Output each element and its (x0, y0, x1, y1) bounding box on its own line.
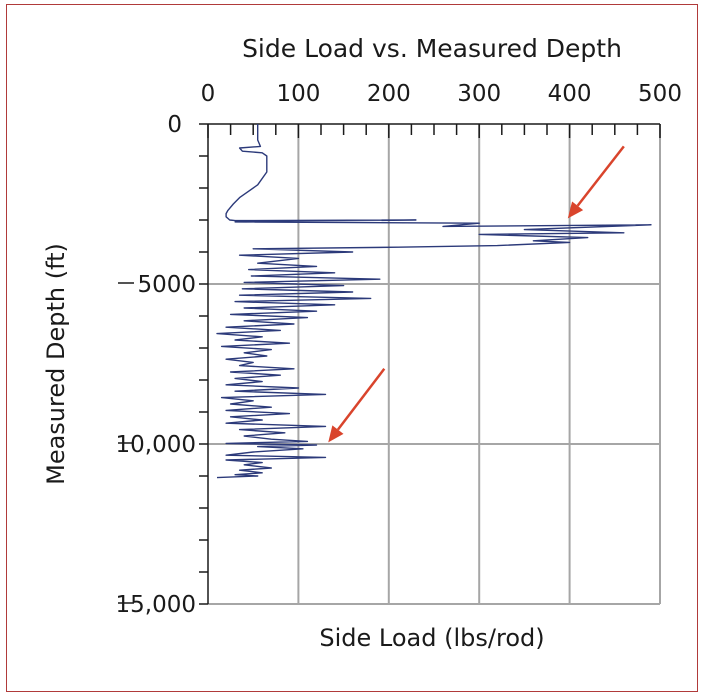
x-tick-label: 300 (457, 81, 501, 107)
arrow-shaft (336, 368, 386, 431)
chart-frame (6, 4, 698, 692)
side-load-series-line (216, 124, 652, 479)
arrow-head (567, 201, 584, 219)
arrow-shaft (576, 145, 625, 207)
grid-lines (208, 124, 661, 605)
y-tick-label: 5000 (137, 272, 196, 298)
x-axis-label: Side Load (lbs/rod) (319, 624, 544, 652)
y-tick-label: 15,000 (116, 592, 196, 618)
y-tick-labels: 0 5000 10,000 15,000 (116, 112, 196, 618)
x-tick-label: 100 (276, 81, 320, 107)
x-tick-label: 400 (548, 81, 592, 107)
x-tick-label: 0 (201, 81, 216, 107)
axis-ticks (199, 123, 661, 605)
x-tick-labels: 0 100 200 300 400 500 (201, 81, 682, 107)
y-tick-label: 10,000 (116, 432, 196, 458)
x-tick-label: 200 (367, 81, 411, 107)
x-tick-label: 500 (638, 81, 682, 107)
arrow-head (328, 425, 344, 443)
y-axis-label: Measured Depth (ft) (42, 243, 70, 485)
annotation-arrows (328, 145, 625, 443)
y-tick-label: 0 (167, 112, 182, 138)
chart-title: Side Load vs. Measured Depth (242, 34, 622, 63)
